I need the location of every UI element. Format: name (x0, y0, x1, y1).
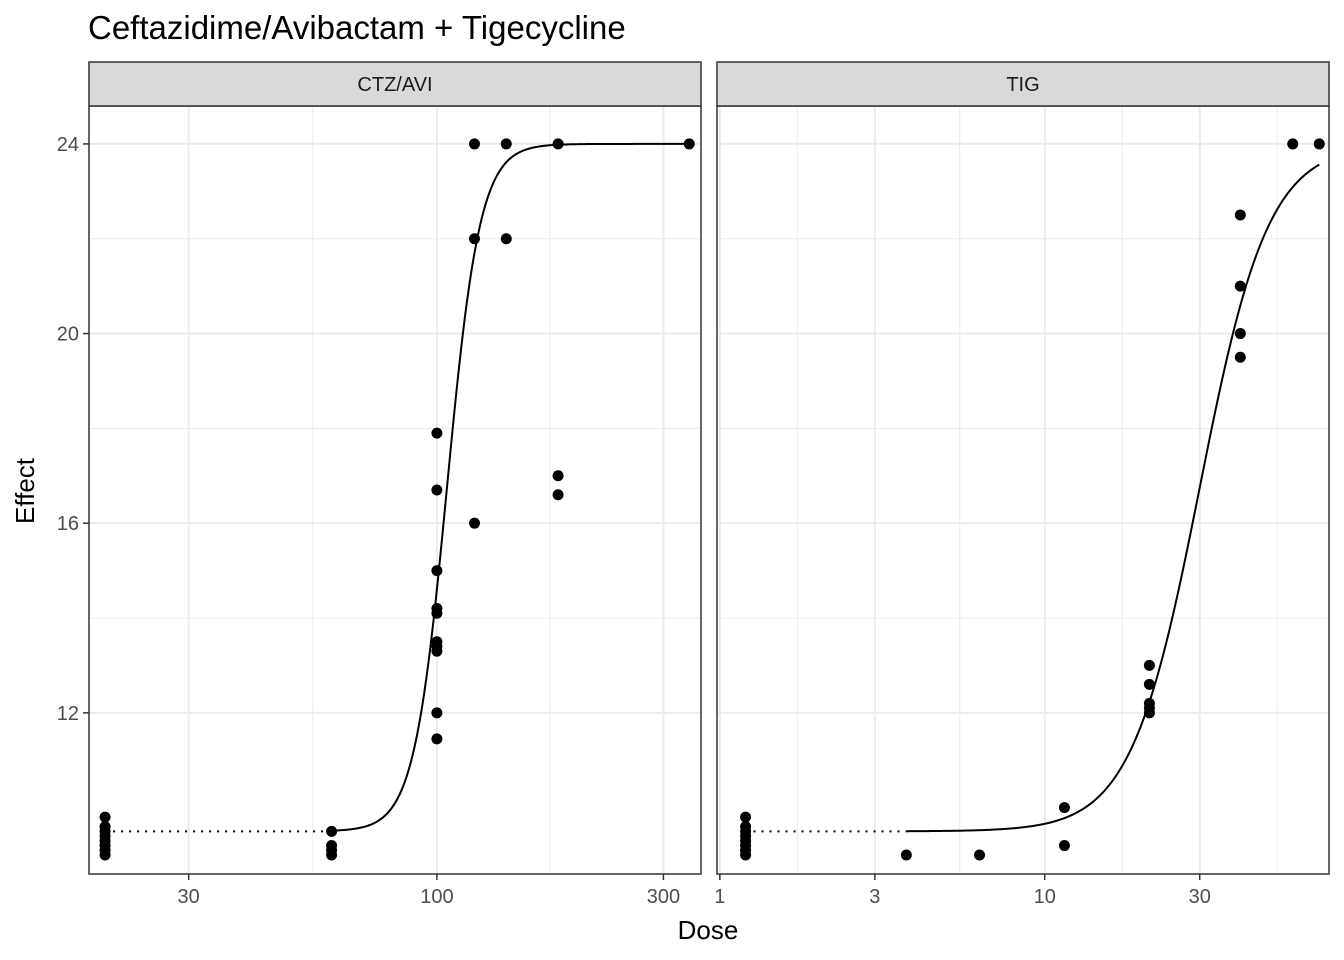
y-tick-label: 24 (57, 134, 79, 156)
data-point (468, 233, 480, 245)
panels: CTZ/AVI 30 100 300 TIG 1 3 10 30 (88, 61, 1330, 908)
y-tick-label: 12 (57, 703, 79, 725)
data-point (431, 427, 443, 439)
facet-strip-label: TIG (1006, 74, 1039, 96)
control-point (740, 849, 752, 861)
data-point (1143, 678, 1155, 690)
data-point (552, 470, 564, 482)
data-point (552, 138, 564, 150)
control-point (99, 849, 111, 861)
facet-strip (88, 61, 702, 107)
data-point (900, 849, 912, 861)
facet-strip (716, 61, 1330, 107)
data-point (431, 645, 443, 657)
facet-strip-label: CTZ/AVI (357, 74, 432, 96)
x-tick-label: 3 (869, 886, 880, 908)
data-point (974, 849, 986, 861)
data-point (1143, 707, 1155, 719)
data-point (1287, 138, 1299, 150)
control-point (99, 811, 111, 823)
data-point (1234, 351, 1246, 363)
data-point (500, 138, 512, 150)
data-point (431, 607, 443, 619)
panel-1: TIG 1 3 10 30 (714, 61, 1330, 908)
data-point (1313, 138, 1325, 150)
control-point (740, 811, 752, 823)
x-tick-label: 100 (420, 886, 453, 908)
data-point (468, 138, 480, 150)
data-point (431, 484, 443, 496)
y-tick-label: 20 (57, 324, 79, 346)
x-axis-title: Dose (678, 915, 739, 945)
x-tick-label: 30 (178, 886, 200, 908)
y-tick-label: 16 (57, 513, 79, 535)
data-point (431, 565, 443, 577)
data-point (683, 138, 695, 150)
data-point (468, 517, 480, 529)
data-point (500, 233, 512, 245)
data-point (1143, 659, 1155, 671)
x-tick-label: 30 (1189, 886, 1211, 908)
data-point (1058, 840, 1070, 852)
x-tick-label: 300 (647, 886, 680, 908)
data-point (326, 825, 338, 837)
data-point (1234, 209, 1246, 221)
y-axis: 12 16 20 24 (57, 134, 89, 725)
data-point (552, 489, 564, 501)
data-point (431, 707, 443, 719)
data-point (1234, 328, 1246, 340)
panel-background (717, 106, 1329, 874)
x-tick-label: 10 (1034, 886, 1056, 908)
panel-0: CTZ/AVI 30 100 300 (88, 61, 702, 908)
y-axis-title: Effect (10, 457, 40, 524)
fitted-curve (331, 142, 690, 832)
data-point (326, 849, 338, 861)
x-tick-label: 1 (714, 886, 725, 908)
panel-background (89, 106, 701, 874)
data-point (1234, 280, 1246, 292)
chart-title: Ceftazidime/Avibactam + Tigecycline (88, 9, 626, 46)
data-point (1058, 802, 1070, 814)
fitted-curve (906, 163, 1320, 833)
data-point (431, 733, 443, 745)
